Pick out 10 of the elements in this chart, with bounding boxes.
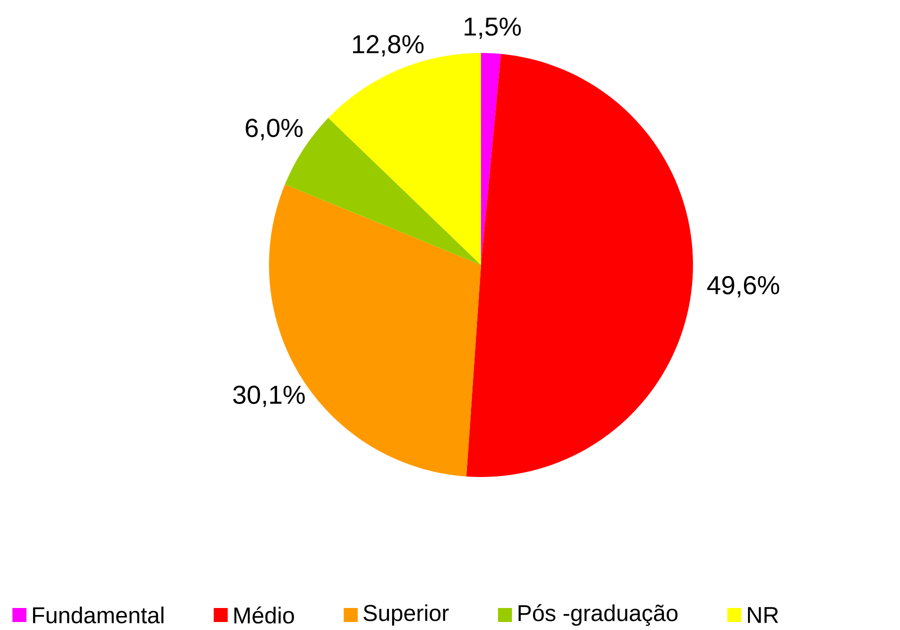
legend-label: Superior <box>364 604 449 626</box>
data-label: 1,5% <box>464 18 521 39</box>
legend-label: Médio <box>234 606 294 624</box>
data-label: 30,1% <box>233 386 305 408</box>
legend-label: Fundamental <box>33 606 164 624</box>
data-label: 6,0% <box>246 118 303 140</box>
legend-label: NR <box>748 607 778 623</box>
data-label: 12,8% <box>353 35 424 57</box>
data-label: 49,6% <box>707 276 780 298</box>
legend-label: Pós -graduação <box>518 604 678 626</box>
